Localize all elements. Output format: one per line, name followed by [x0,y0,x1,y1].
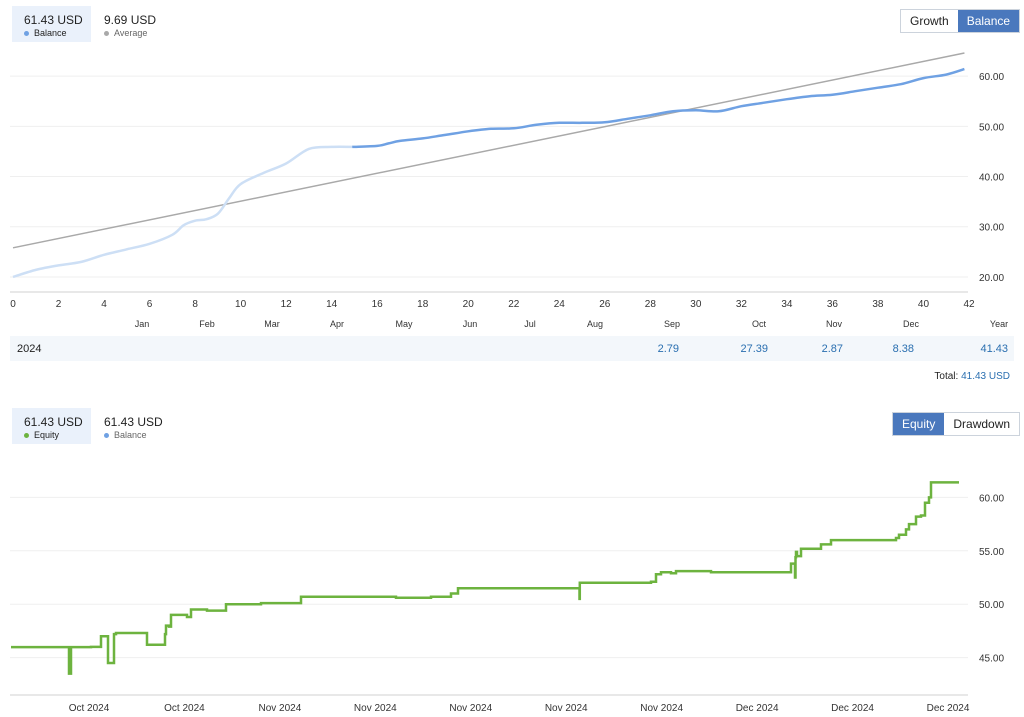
year-header: Year [990,319,1008,329]
total-summary: Total: 41.43 USD [934,371,1010,382]
x-tick-label: Nov 2024 [258,703,301,714]
y-tick-label: 50.00 [979,600,1004,611]
x-tick-label: Oct 2024 [69,703,110,714]
legend-average-label: Average [114,28,148,38]
month-value-sep: 2.79 [657,343,679,355]
balance-history-line [12,145,353,279]
x-tick-label: 14 [326,299,338,310]
balance-dot-icon [24,30,29,36]
y-tick-label: 45.00 [979,654,1004,665]
month-label: Nov [826,319,843,329]
year-label: 2024 [17,343,42,355]
x-tick-label: Nov 2024 [545,703,588,714]
x-tick-label: 4 [101,299,107,310]
x-tick-label: Dec 2024 [736,703,779,714]
legend-average-value: 9.69 USD [104,13,157,27]
x-tick-label: 24 [554,299,566,310]
y-tick-label: 30.00 [979,223,1004,234]
y-tick-label: 60.00 [979,72,1004,83]
equity-button[interactable]: Equity [893,413,945,435]
x-tick-label: 18 [417,299,429,310]
balance-line [352,67,965,149]
legend-balance-label: Balance [34,28,67,38]
legend-equity-value: 61.43 USD [24,415,83,429]
x-tick-label: 32 [736,299,748,310]
x-tick-label: Nov 2024 [640,703,683,714]
year-summary-row: 2024 2.79 27.39 2.87 8.38 41.43 [10,336,1014,361]
month-label: Jul [524,319,536,329]
legend-balance-2-label: Balance [114,430,147,440]
month-value-oct: 27.39 [740,343,768,355]
growth-balance-toggle: Growth Balance [900,9,1021,33]
x-tick-label: 20 [463,299,475,310]
x-tick-label: 6 [147,299,153,310]
drawdown-button[interactable]: Drawdown [944,413,1020,435]
x-tick-label: Nov 2024 [449,703,492,714]
x-tick-label: 22 [508,299,520,310]
equity-drawdown-toggle: Equity Drawdown [892,412,1021,436]
x-tick-label: 28 [645,299,657,310]
y-tick-label: 50.00 [979,122,1004,133]
x-tick-label: 26 [599,299,611,310]
month-label: May [395,319,413,329]
balance-button[interactable]: Balance [957,10,1020,32]
x-tick-label: 42 [963,299,975,310]
x-tick-label: 34 [781,299,793,310]
year-total-value: 41.43 [980,343,1008,355]
x-tick-label: Dec 2024 [927,703,970,714]
total-value: 41.43 USD [961,371,1010,382]
x-tick-label: 30 [690,299,702,310]
balance-dot-icon [104,432,109,438]
month-label: Aug [587,319,603,329]
equity-dot-icon [24,432,29,438]
month-label: Jan [135,319,150,329]
legend-balance-2[interactable]: 61.43 USD Balance [92,408,172,444]
x-tick-label: 16 [372,299,384,310]
month-label: Mar [264,319,280,329]
month-label: Jun [463,319,478,329]
legend-balance-value: 61.43 USD [24,13,83,27]
x-tick-label: 12 [281,299,293,310]
average-line [12,52,965,249]
legend-balance-2-value: 61.43 USD [104,415,163,429]
month-label: Oct [752,319,767,329]
x-tick-label: 40 [918,299,930,310]
legend-average[interactable]: 9.69 USD Average [92,6,172,42]
average-dot-icon [104,30,109,36]
x-tick-label: 0 [10,299,16,310]
y-tick-label: 40.00 [979,173,1004,184]
x-tick-label: 8 [192,299,198,310]
month-value-nov: 2.87 [821,343,843,355]
x-tick-label: 2 [56,299,62,310]
y-tick-label: 20.00 [979,273,1004,284]
y-tick-label: 60.00 [979,493,1004,504]
legend-balance[interactable]: 61.43 USD Balance [12,6,91,42]
x-tick-label: Oct 2024 [164,703,205,714]
total-label: Total: [934,371,959,382]
growth-button[interactable]: Growth [901,10,958,32]
month-label: Sep [664,319,680,329]
x-tick-label: Nov 2024 [354,703,397,714]
month-label: Dec [903,319,920,329]
x-tick-label: 36 [827,299,839,310]
x-tick-label: Dec 2024 [831,703,874,714]
legend-equity[interactable]: 61.43 USD Equity [12,408,91,444]
month-value-dec: 8.38 [892,343,914,355]
x-tick-label: 10 [235,299,247,310]
month-label: Apr [330,319,344,329]
equity-line [11,481,959,675]
legend-equity-label: Equity [34,430,60,440]
y-tick-label: 55.00 [979,547,1004,558]
month-label: Feb [199,319,215,329]
x-tick-label: 38 [872,299,884,310]
